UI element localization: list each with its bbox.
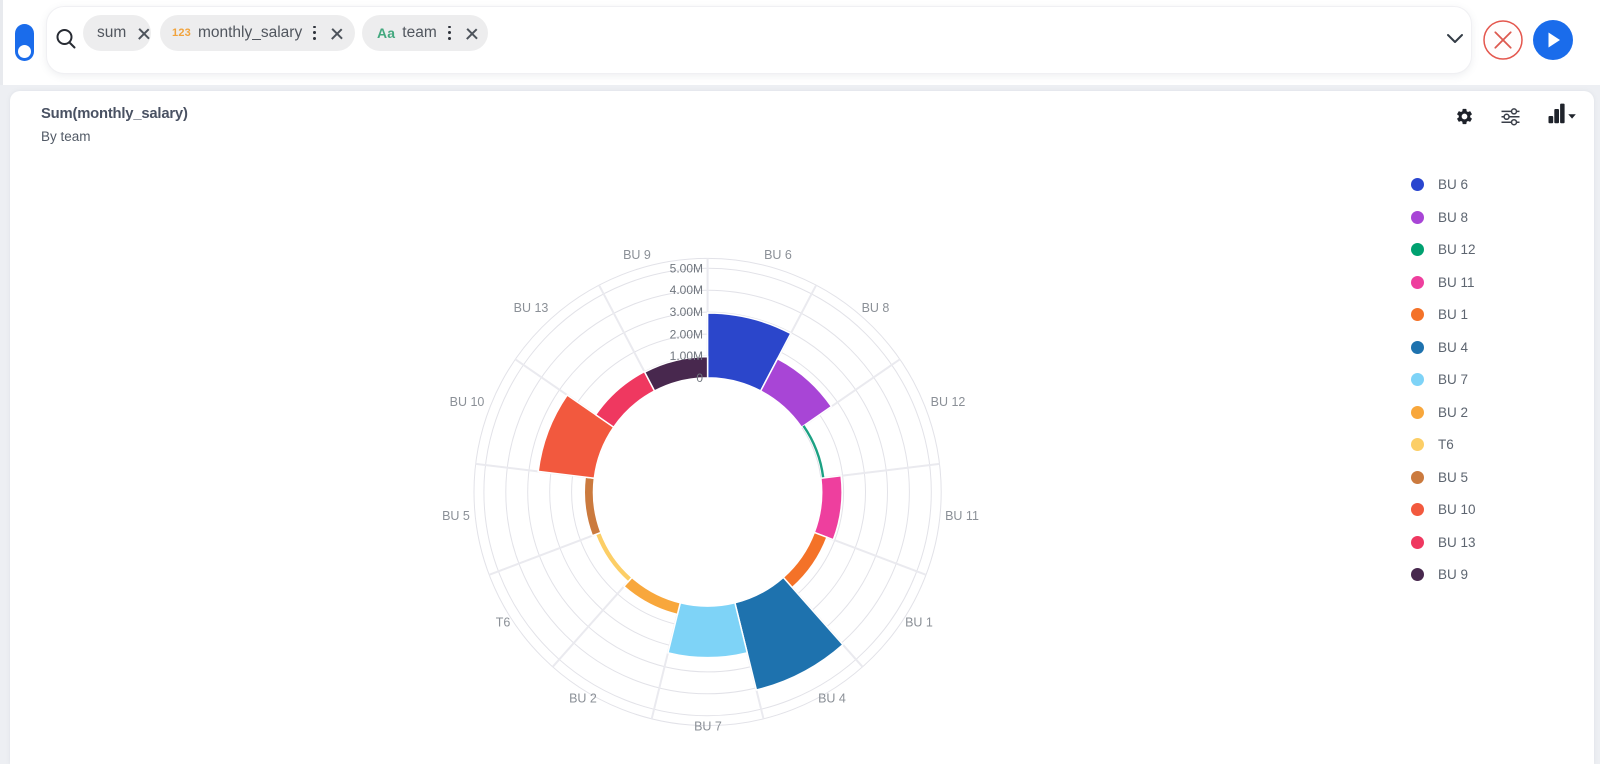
svg-text:BU 4: BU 4 xyxy=(818,692,846,706)
svg-text:4.00M: 4.00M xyxy=(670,283,703,297)
svg-text:0: 0 xyxy=(696,371,703,385)
svg-text:BU 12: BU 12 xyxy=(931,395,966,409)
svg-text:1.00M: 1.00M xyxy=(670,349,703,363)
svg-text:3.00M: 3.00M xyxy=(670,305,703,319)
svg-text:BU 9: BU 9 xyxy=(623,248,651,262)
svg-text:BU 7: BU 7 xyxy=(694,720,722,734)
svg-text:BU 6: BU 6 xyxy=(764,248,792,262)
svg-text:BU 5: BU 5 xyxy=(442,509,470,523)
svg-text:2.00M: 2.00M xyxy=(670,327,703,341)
svg-text:BU 1: BU 1 xyxy=(905,616,933,630)
svg-text:BU 11: BU 11 xyxy=(945,509,979,523)
svg-text:BU 8: BU 8 xyxy=(862,301,890,315)
svg-text:BU 2: BU 2 xyxy=(569,692,597,706)
svg-text:BU 10: BU 10 xyxy=(450,395,485,409)
svg-text:T6: T6 xyxy=(496,616,511,630)
svg-text:BU 13: BU 13 xyxy=(514,301,549,315)
svg-text:5.00M: 5.00M xyxy=(670,262,703,276)
